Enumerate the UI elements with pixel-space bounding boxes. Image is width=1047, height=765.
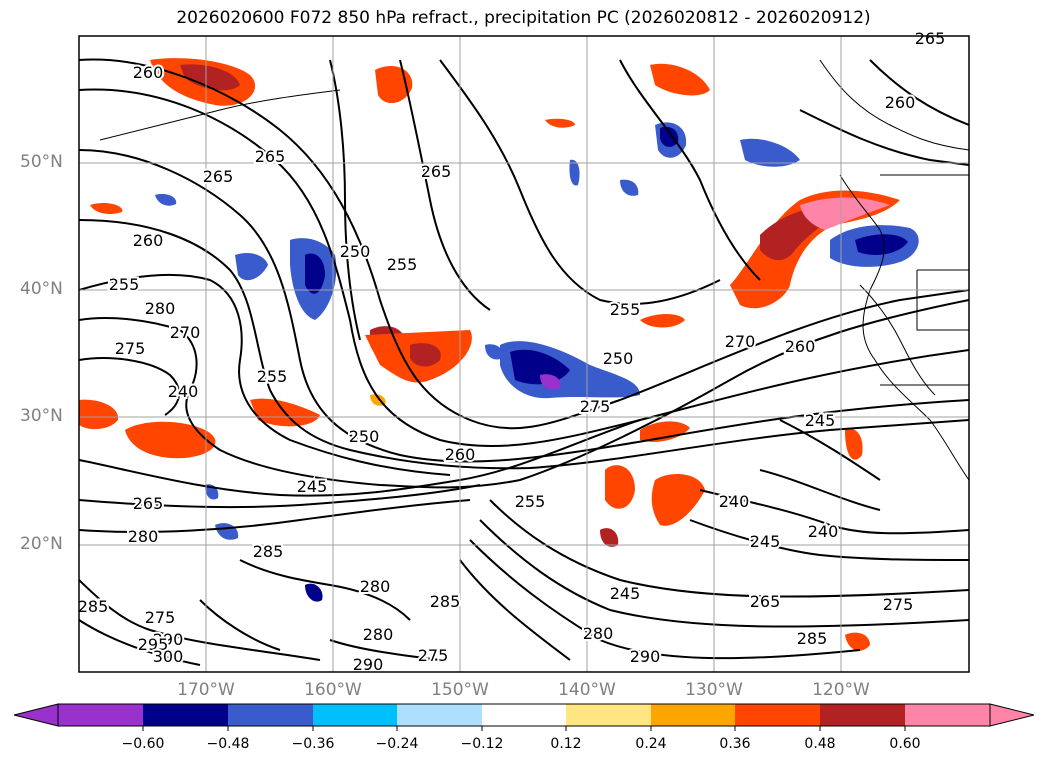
- lat-label: 30°N: [20, 406, 63, 426]
- contour-label: 265: [255, 147, 286, 166]
- lon-label: 140°W: [558, 680, 616, 700]
- colorbar-segment: [905, 704, 990, 726]
- colorbar-tick-label: 0.12: [550, 736, 582, 752]
- colorbar-arrow-left: [13, 703, 59, 727]
- contour-label: 255: [610, 300, 641, 319]
- colorbar-arrow-right: [989, 703, 1035, 727]
- contour-label: 270: [725, 332, 756, 351]
- contour-label: 280: [363, 625, 394, 644]
- contour-label: 245: [610, 584, 641, 603]
- contour-label: 255: [109, 275, 140, 294]
- colorbar-tick-label: −0.36: [291, 736, 335, 752]
- contour-label: 285: [253, 542, 284, 561]
- contour-label: 275: [883, 595, 914, 614]
- contour-label: 240: [719, 492, 750, 511]
- contour-labels: 260 265 265 265 260 250 255 255 280 270 275 240 255 2…: [76, 27, 948, 676]
- contour-label: 270: [170, 323, 201, 342]
- contour-label: 265: [915, 29, 946, 48]
- contour-label: 290: [353, 655, 384, 674]
- colorbar: [13, 703, 1035, 731]
- contour-label: 260: [445, 445, 476, 464]
- colorbar-tick-label: −0.60: [121, 736, 165, 752]
- colorbar-segment: [820, 704, 905, 726]
- colorbar-segment: [143, 704, 228, 726]
- colorbar-frame: [57, 703, 991, 727]
- lon-label: 120°W: [812, 680, 870, 700]
- contour-label: 250: [340, 242, 371, 261]
- colorbar-tick-label: −0.48: [206, 736, 250, 752]
- refractivity-contours: [79, 58, 969, 666]
- contour-label: 265: [750, 592, 781, 611]
- contour-label: 255: [387, 255, 418, 274]
- colorbar-tick-label: 0.60: [889, 736, 921, 752]
- colorbar-segment: [228, 704, 313, 726]
- contour-label: 250: [349, 427, 380, 446]
- contour-label: 285: [797, 629, 828, 648]
- colorbar-segment: [58, 704, 143, 726]
- contour-label: 280: [360, 577, 391, 596]
- contour-label: 265: [203, 167, 234, 186]
- contour-label: 245: [297, 477, 328, 496]
- contour-label: 280: [145, 299, 176, 318]
- contour-label: 250: [603, 349, 634, 368]
- contour-label: 300: [153, 647, 184, 666]
- lon-label: 160°W: [304, 680, 362, 700]
- contour-label: 255: [257, 367, 288, 386]
- contour-label: 285: [430, 592, 461, 611]
- contour-label: 275: [145, 608, 176, 627]
- contour-label: 255: [515, 492, 546, 511]
- contour-label: 240: [808, 522, 839, 541]
- colorbar-tick-label: 0.24: [635, 736, 667, 752]
- lon-label: 170°W: [177, 680, 235, 700]
- lat-label: 40°N: [20, 279, 63, 299]
- precip-shading: [79, 58, 919, 651]
- colorbar-segment: [566, 704, 651, 726]
- map-title: 2026020600 F072 850 hPa refract., precip…: [176, 8, 871, 28]
- lat-label: 50°N: [20, 152, 63, 172]
- contour-label: 245: [750, 532, 781, 551]
- contour-label: 260: [133, 63, 164, 82]
- contour-label: 280: [128, 527, 159, 546]
- contour-label: 240: [168, 382, 199, 401]
- lon-label: 130°W: [685, 680, 743, 700]
- contour-label: 275: [580, 397, 611, 416]
- contour-label: 290: [153, 630, 184, 649]
- gridlines: [79, 36, 969, 672]
- lon-label: 150°W: [431, 680, 489, 700]
- colorbar-tick-label: −0.24: [375, 736, 419, 752]
- contour-label: 260: [133, 231, 164, 250]
- contour-label: 275: [418, 646, 449, 665]
- coastlines: [99, 59, 969, 481]
- colorbar-tick-label: −0.12: [460, 736, 504, 752]
- colorbar-segment: [313, 704, 397, 726]
- lat-label: 20°N: [20, 534, 63, 554]
- contour-label: 245: [805, 411, 836, 430]
- colorbar-tick-label: 0.36: [719, 736, 751, 752]
- contour-label: 285: [78, 597, 109, 616]
- contour-label: 275: [115, 339, 146, 358]
- colorbar-segment: [651, 704, 735, 726]
- contour-label: 265: [133, 494, 164, 513]
- contour-label: 260: [785, 337, 816, 356]
- contour-label: 260: [885, 93, 916, 112]
- colorbar-segment: [482, 704, 566, 726]
- contour-label: 265: [421, 162, 452, 181]
- colorbar-tick-label: 0.48: [804, 736, 836, 752]
- contour-label: 280: [583, 624, 614, 643]
- colorbar-segment: [397, 704, 482, 726]
- plot-frame: [78, 35, 970, 673]
- colorbar-segment: [735, 704, 820, 726]
- contour-label: 295: [138, 635, 169, 654]
- contour-label: 290: [630, 647, 661, 666]
